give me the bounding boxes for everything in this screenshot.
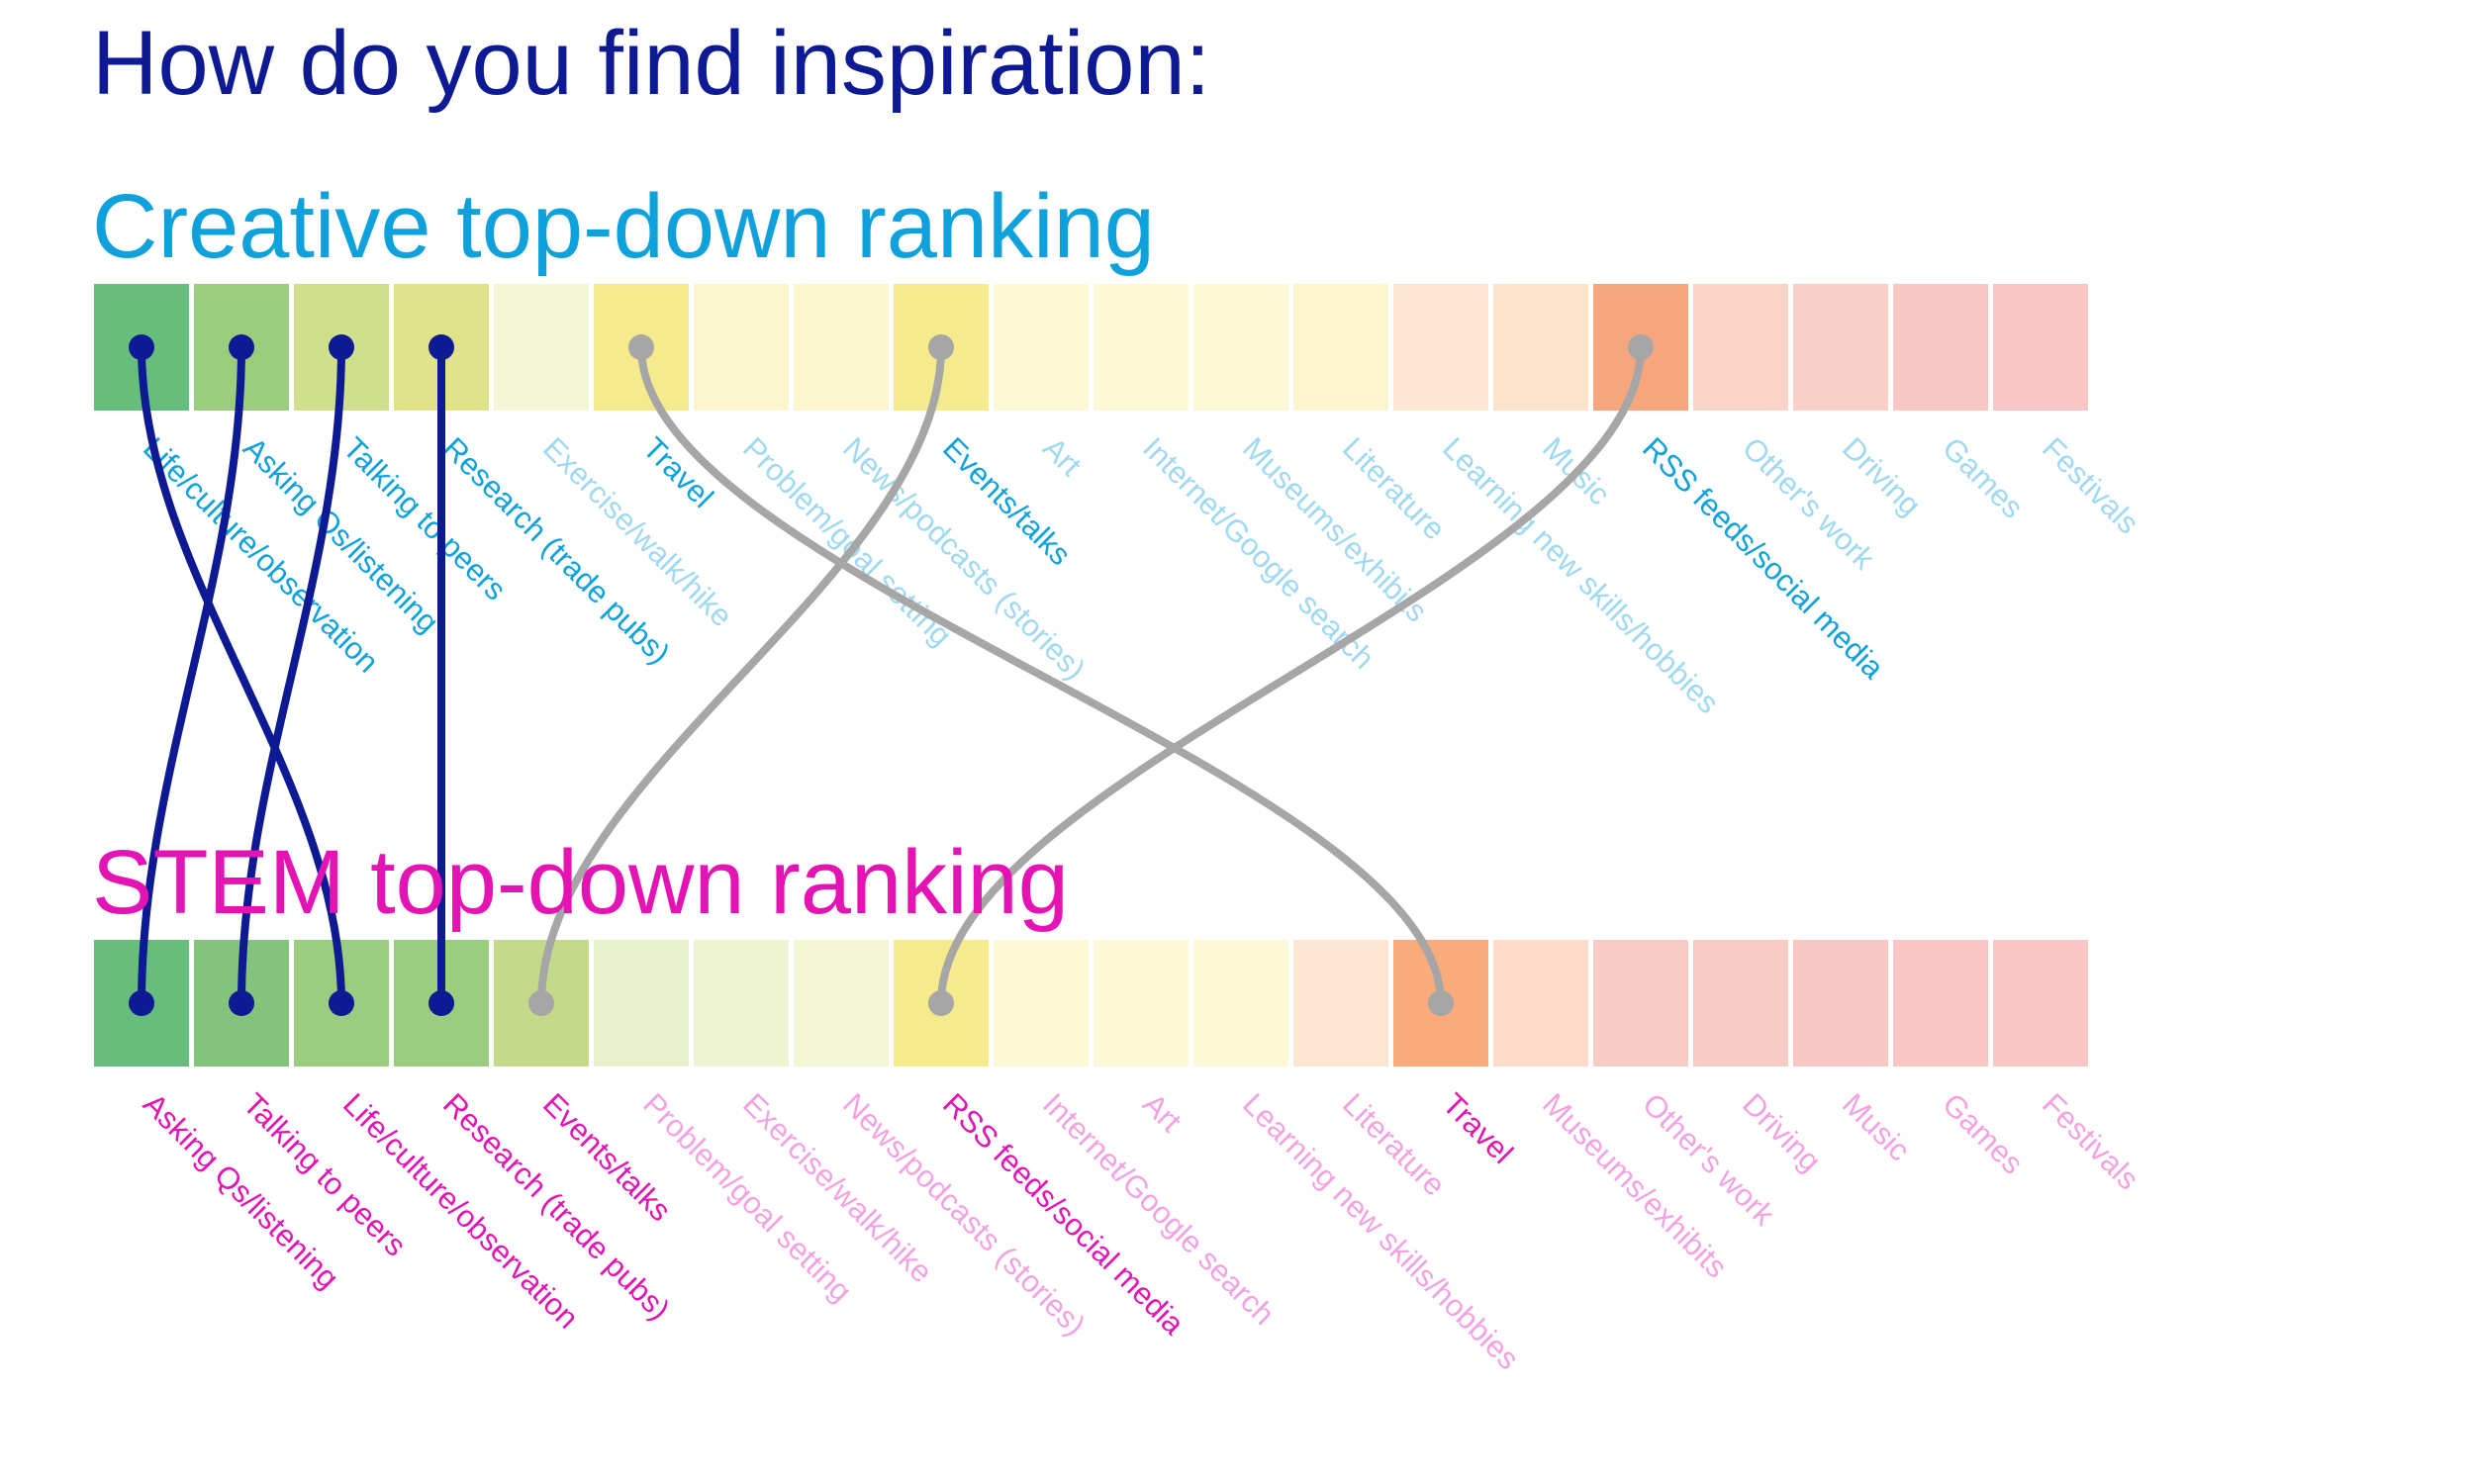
- creative-rank-cell: [1493, 284, 1588, 411]
- creative-link-dot: [928, 334, 954, 360]
- creative-rank-cell: [794, 284, 889, 411]
- cells-layer: [94, 284, 2088, 1067]
- creative-link-dot: [229, 334, 254, 360]
- stem-rank-cell: [1993, 940, 2088, 1067]
- creative-rank-cell: [1993, 284, 2088, 411]
- creative-rank-cell: [994, 284, 1089, 411]
- stem-rank-cell: [1693, 940, 1788, 1067]
- creative-rank-label: Asking Qs/listening: [237, 430, 445, 639]
- creative-link-dot: [329, 334, 354, 360]
- ranking-link: [138, 343, 245, 1007]
- creative-rank-label: Travel: [636, 430, 720, 514]
- stem-rank-cell: [1094, 940, 1189, 1067]
- creative-rank-label: Driving: [1836, 430, 1928, 522]
- creative-ranking-title: Creative top-down ranking: [92, 176, 1155, 277]
- stem-rank-label: Museums/exhibits: [1536, 1086, 1734, 1284]
- creative-rank-cell: [694, 284, 789, 411]
- creative-rank-label: Art: [1036, 430, 1089, 483]
- stem-link-dot: [229, 990, 254, 1016]
- creative-rank-cell: [1094, 284, 1189, 411]
- creative-rank-cell: [1793, 284, 1888, 411]
- creative-rank-label: Festivals: [2036, 430, 2145, 540]
- stem-link-dot: [1428, 990, 1454, 1016]
- creative-link-dot: [129, 334, 154, 360]
- creative-link-dot: [428, 334, 454, 360]
- stem-ranking-title: STEM top-down ranking: [92, 832, 1069, 933]
- stem-rank-label: Games: [1936, 1086, 2030, 1180]
- creative-rank-cell: [1893, 284, 1988, 411]
- ranking-link: [937, 343, 1645, 1007]
- stem-rank-cell: [1193, 940, 1288, 1067]
- creative-rank-label: Exercise/walk/hike: [536, 430, 739, 633]
- stem-rank-cell: [1493, 940, 1588, 1067]
- ranking-link: [537, 343, 945, 1007]
- creative-rank-cell: [494, 284, 589, 411]
- stem-rank-cell: [1293, 940, 1388, 1067]
- stem-rank-cell: [1793, 940, 1888, 1067]
- creative-rank-cell: [1393, 284, 1488, 411]
- creative-rank-label: Games: [1936, 430, 2030, 524]
- stem-link-dot: [129, 990, 154, 1016]
- stem-link-dot: [528, 990, 554, 1016]
- creative-link-dot: [1628, 334, 1654, 360]
- ranking-link: [637, 343, 1445, 1007]
- ranking-link: [138, 343, 345, 1007]
- stem-rank-label: Art: [1136, 1086, 1189, 1139]
- stem-rank-cell: [1593, 940, 1688, 1067]
- stem-rank-label: Driving: [1736, 1086, 1828, 1178]
- stem-rank-cell: [694, 940, 789, 1067]
- links-layer: [129, 334, 1654, 1016]
- stem-rank-cell: [794, 940, 889, 1067]
- stem-rank-label: Festivals: [2036, 1086, 2145, 1196]
- stem-rank-label: Music: [1836, 1086, 1917, 1167]
- stem-rank-label: Travel: [1436, 1086, 1520, 1170]
- page-title: How do you find inspiration:: [92, 13, 1211, 114]
- creative-rank-cell: [1693, 284, 1788, 411]
- stem-rank-label: Asking Qs/listening: [137, 1086, 345, 1295]
- stem-rank-cell: [1893, 940, 1988, 1067]
- creative-rank-cell: [1193, 284, 1288, 411]
- stem-rank-cell: [594, 940, 689, 1067]
- ranking-link: [238, 343, 345, 1007]
- creative-link-dot: [628, 334, 654, 360]
- stem-link-dot: [928, 990, 954, 1016]
- creative-rank-label: Museums/exhibits: [1236, 430, 1434, 628]
- stem-rank-cell: [994, 940, 1089, 1067]
- stem-link-dot: [428, 990, 454, 1016]
- creative-rank-cell: [1293, 284, 1388, 411]
- stem-link-dot: [329, 990, 354, 1016]
- stem-rank-label: Exercise/walk/hike: [736, 1086, 939, 1289]
